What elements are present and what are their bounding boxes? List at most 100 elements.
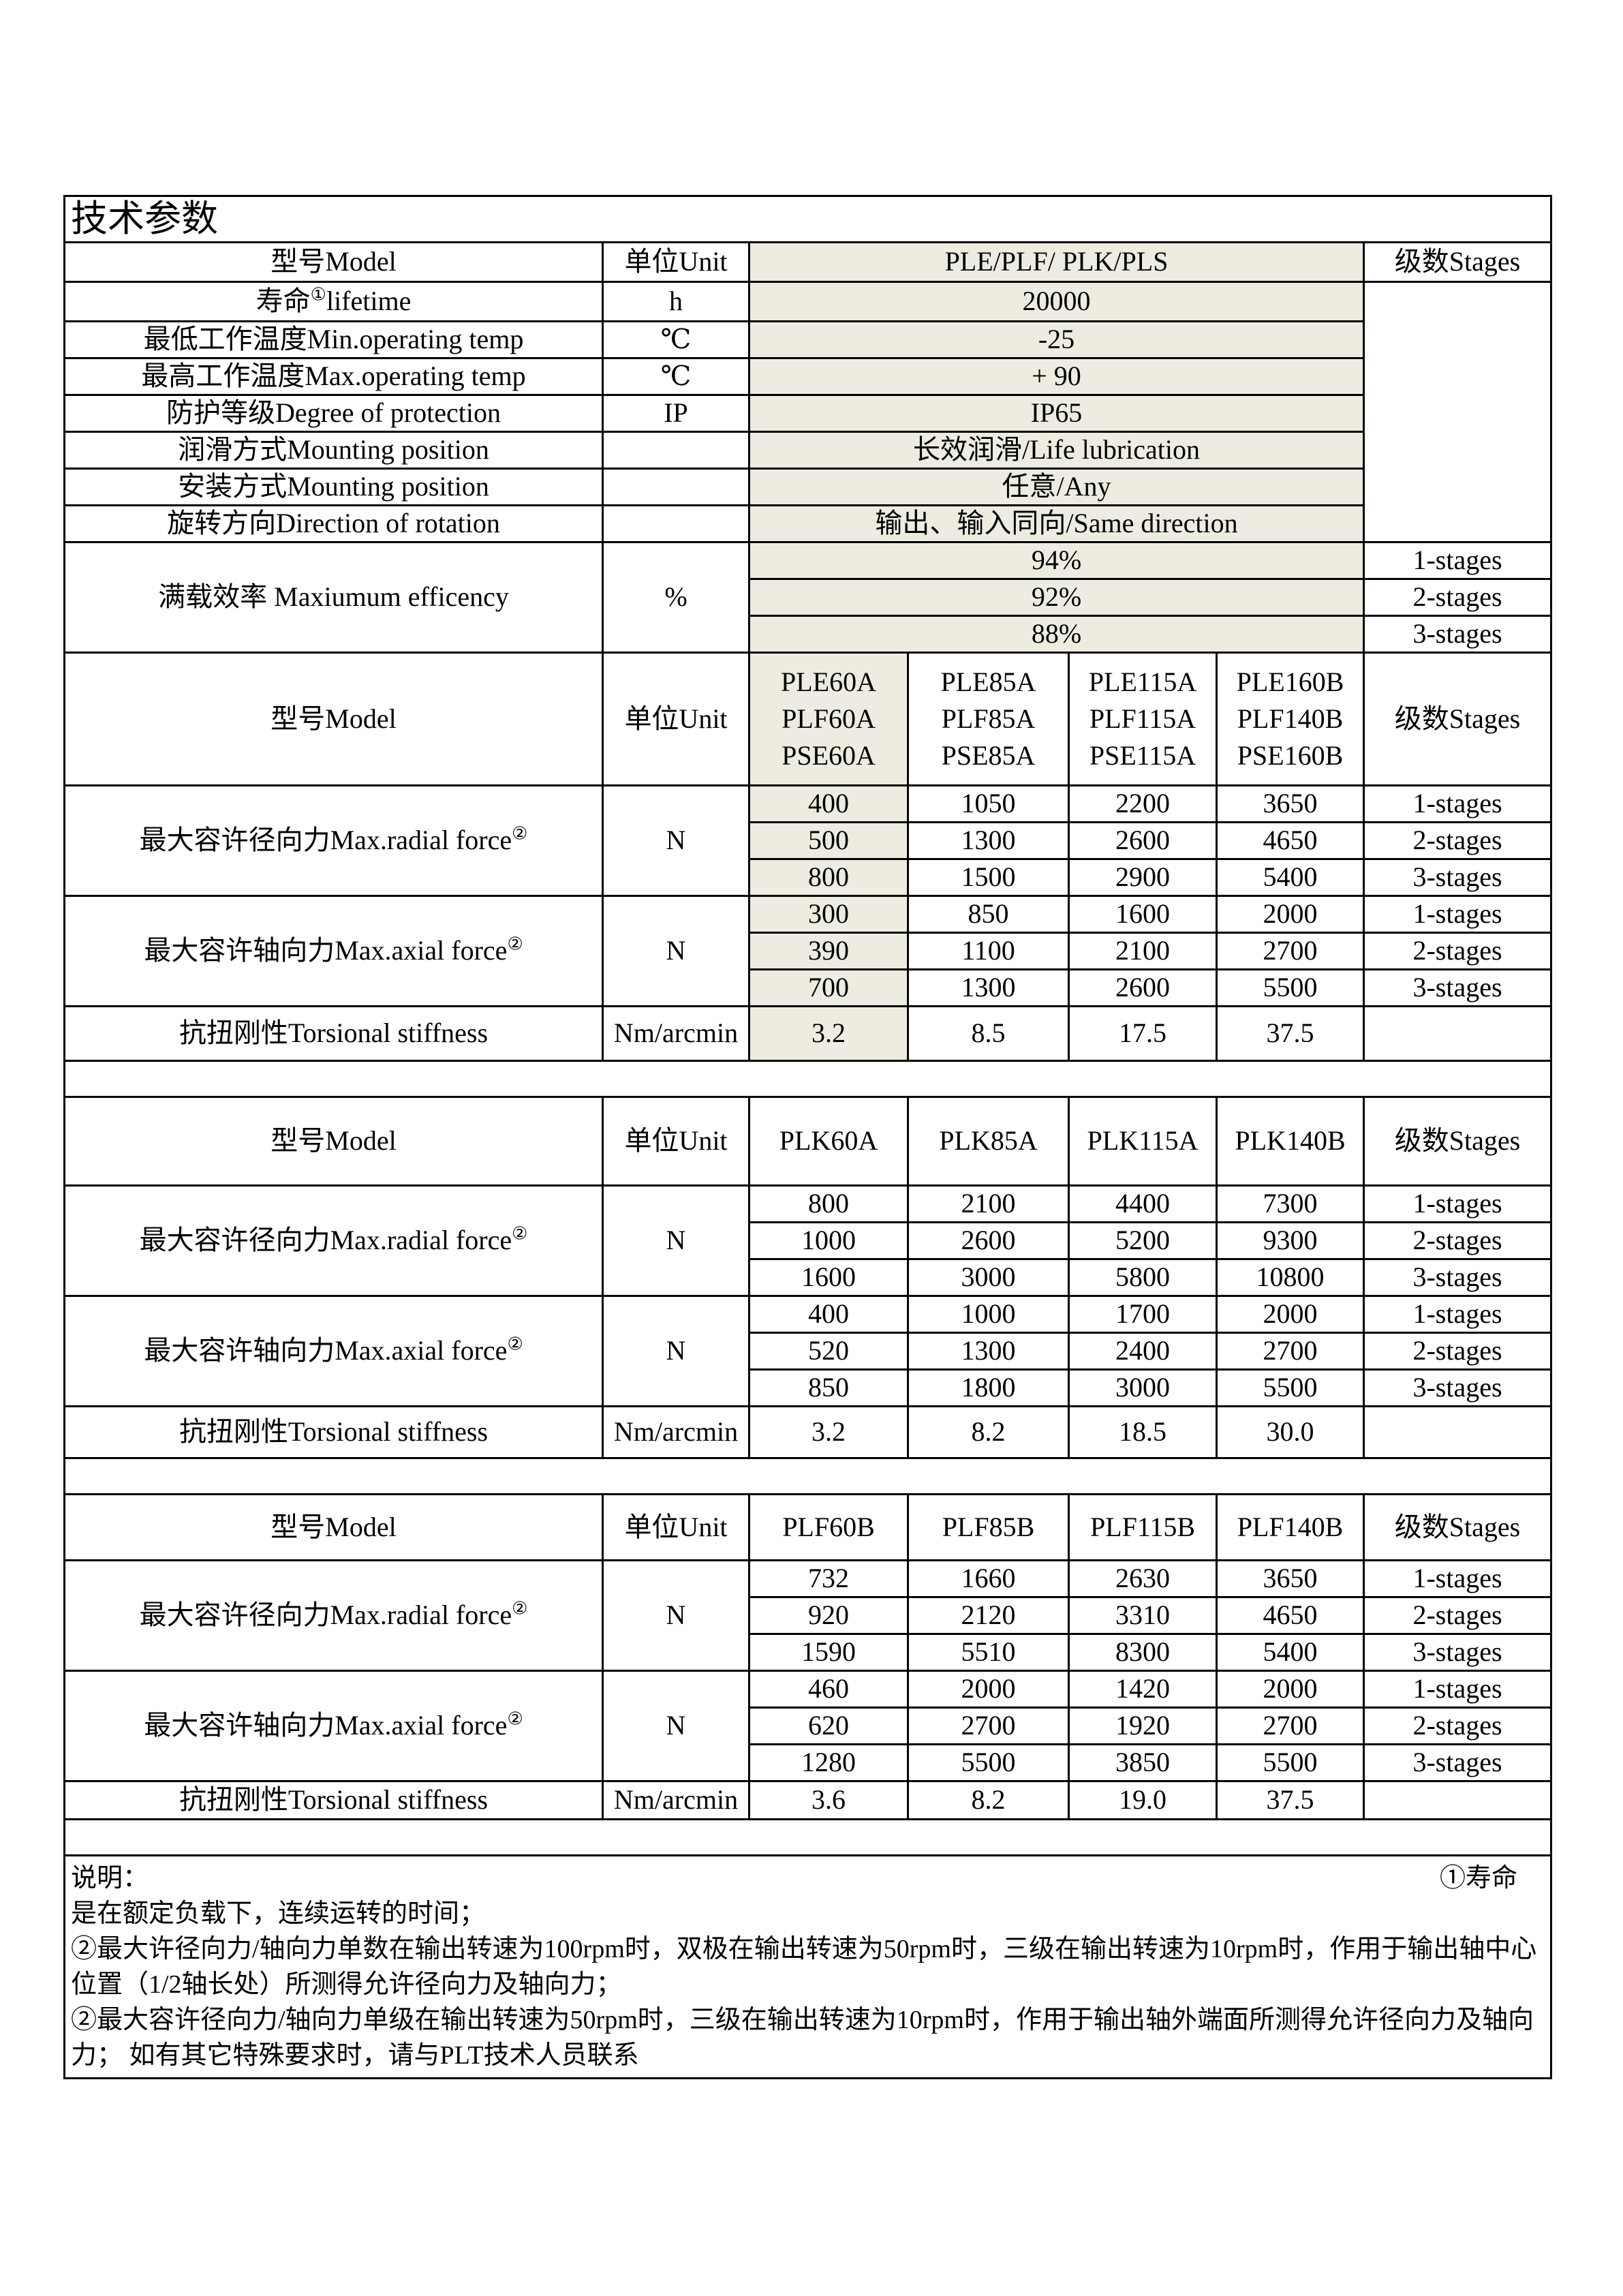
table-row: 抗扭刚性Torsional stiffness Nm/arcmin 3.2 8.5 17… [63,1005,1552,1062]
param-value: 长效润滑/Life lubrication [748,430,1365,470]
param-unit: h [602,280,750,322]
table-row: 防护等级Degree of protection IP IP65 [63,393,1551,433]
force-value: 2700 [1216,1331,1365,1371]
param-value: 任意/Any [748,467,1365,506]
param-label: 防护等级Degree of protection [63,393,604,433]
model-name: PLF85B [942,1511,1035,1542]
model-name-cell: PLE60A PLF60A PSE60A [748,651,909,786]
table-row: 520 1300 2400 2700 2-stages [65,1331,1552,1371]
force-value: 2000 [1216,1669,1365,1709]
efficiency-value: 92% [748,577,1365,617]
torsional-unit: Nm/arcmin [602,1405,750,1459]
table-row: 安装方式Mounting position 任意/Any [63,467,1551,506]
param-value: + 90 [748,356,1365,396]
param-label: 安装方式Mounting position [63,467,604,506]
torsional-value: 18.5 [1068,1405,1218,1459]
stage-label: 2-stages [1363,577,1552,617]
stage-label: 1-stages [1363,1184,1552,1223]
force-value: 2100 [1068,931,1218,970]
footnote-mark: ② [512,823,528,844]
stage-label: 2-stages [1363,1595,1552,1635]
param-unit: ℃ [602,320,750,359]
force-value: 4650 [1216,821,1365,860]
stage-label: 1-stages [1363,1294,1552,1334]
force-value: 2600 [1068,968,1218,1007]
table-row: 最低工作温度Min.operating temp ℃ -25 [63,320,1551,359]
model-name-cell: PLK140B [1216,1095,1365,1187]
force-value: 850 [748,1368,909,1407]
force-value: 2600 [907,1221,1070,1260]
table-row: 型号Model 单位Unit PLE/PLF/ PLK/PLS 级数Stages [63,241,1552,283]
spacer-row [63,1818,1552,1856]
force-value: 10800 [1216,1257,1365,1297]
table-row [63,1456,1552,1495]
force-label: 最大容许径向力Max.radial force② [63,1559,604,1672]
note-line: ②最大许径向力/轴向力单数在输出转速为100rpm时，双极在输出转速为50rpm… [71,1934,1537,1999]
force-value: 2630 [1068,1559,1218,1598]
table-row: 620 2700 1920 2700 2-stages [65,1706,1552,1745]
table-row: 抗扭刚性Torsional stiffness Nm/arcmin 3.2 8.2 18… [63,1405,1552,1459]
model-header: 型号Model [63,651,604,786]
force-value: 1590 [748,1632,909,1672]
stages-header: 级数Stages [1363,651,1552,786]
force-value: 1420 [1068,1669,1218,1709]
label-text: 最大容许径向力Max.radial force [139,1225,512,1256]
force-value: 500 [748,821,909,860]
force-value: 8300 [1068,1632,1218,1672]
table-row: 最大容许轴向力Max.axial force② N 400 1000 1700 2000 1… [63,1294,1552,1407]
force-value: 5500 [1216,1368,1365,1407]
stages-header: 级数Stages [1363,241,1552,283]
force-value: 1100 [907,931,1070,970]
label-text: 最大容许轴向力Max.axial force [144,935,508,966]
force-value: 2600 [1068,821,1218,860]
param-unit [602,430,750,470]
force-label: 最大容许径向力Max.radial force② [63,784,604,897]
force-value: 5400 [1216,1632,1365,1672]
table-row: 润滑方式Mounting position 长效润滑/Life lubricati… [63,430,1551,470]
force-value: 3310 [1068,1595,1218,1635]
param-unit: IP [602,393,750,433]
force-value: 5800 [1068,1257,1218,1297]
force-value: 800 [748,1184,909,1223]
stages-blank [1363,1779,1552,1820]
label-text: 最大容许径向力Max.radial force [139,1599,512,1631]
force-value: 400 [748,784,909,823]
stage-label: 3-stages [1363,1632,1552,1672]
torsional-label: 抗扭刚性Torsional stiffness [63,1005,604,1062]
force-value: 520 [748,1331,909,1371]
technical-parameters-table: 技术参数 型号Model 单位Unit PLE/PLF/ PLK/PLS 级数Stage… [63,195,1552,2079]
param-label: 旋转方向Direction of rotation [63,504,604,543]
model-name: PLF60B [782,1511,875,1542]
force-value: 1300 [907,821,1070,860]
label-text: 最大容许轴向力Max.axial force [144,1710,508,1741]
table-row: 1280 5500 3850 5500 3-stages [65,1743,1552,1782]
model-name-cell: PLF60B [748,1493,909,1561]
unit-header: 单位Unit [602,651,750,786]
force-value: 1280 [748,1743,909,1782]
force-label: 最大容许轴向力Max.axial force② [63,894,604,1007]
force-value: 4400 [1068,1184,1218,1223]
table-row: 1600 3000 5800 10800 3-stages [65,1257,1552,1297]
table-row: 最高工作温度Max.operating temp ℃ + 90 [63,356,1551,396]
footnote-mark: ② [512,1223,528,1244]
param-label: 寿命①lifetime [63,280,604,322]
force-value: 1800 [907,1368,1070,1407]
table-row: 最大容许径向力Max.radial force② N 732 1660 2630 3650… [63,1559,1552,1672]
model-header: 型号Model [63,1493,604,1561]
param-label: 最低工作温度Min.operating temp [63,320,604,359]
table-row: 最大容许轴向力Max.axial force② N 300 850 1600 2000 1-… [63,894,1552,1007]
stage-label: 1-stages [1363,894,1552,934]
model-name: PLE60A [781,666,876,697]
model-name: PSE160B [1237,739,1344,771]
table-row: 最大容许径向力Max.radial force② N 800 2100 4400 7300… [63,1184,1552,1297]
model-name-cell: PLF115B [1068,1493,1218,1561]
table-row: 满载效率 Maxiumum efficency% 94% 1-stages [63,540,1552,654]
force-value: 1300 [907,1331,1070,1371]
model-name-cell: PLE115A PLF115A PSE115A [1068,651,1218,786]
model-name-cell: PLF140B [1216,1493,1365,1561]
force-value: 620 [748,1706,909,1745]
force-value: 2400 [1068,1331,1218,1371]
stage-label: 2-stages [1363,1221,1552,1260]
table-row [63,1059,1552,1098]
force-value: 1300 [907,968,1070,1007]
